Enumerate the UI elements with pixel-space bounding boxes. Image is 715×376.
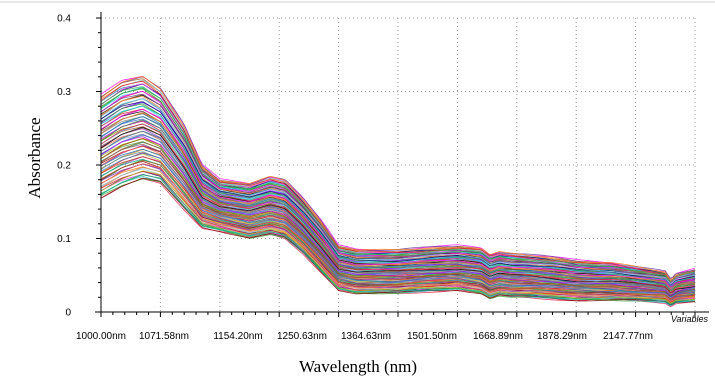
spectrum-line xyxy=(100,98,696,285)
x-axis-ticks: 1000.00nm 1071.58nm 1154.20nm 1250.63nm 1364… xyxy=(76,312,696,342)
x-tick-label: 1668.89nm xyxy=(473,331,523,342)
spectrum-line xyxy=(100,177,696,306)
spectrum-line xyxy=(100,119,696,292)
y-tick-label: 0.3 xyxy=(57,87,71,98)
x-tick-label: 1501.50nm xyxy=(407,331,457,342)
spectrum-line xyxy=(100,86,696,283)
spectrum-line xyxy=(100,160,696,300)
spectrum-line xyxy=(100,152,696,298)
spectrum-line xyxy=(100,167,696,302)
spectrum-line xyxy=(100,161,696,303)
y-axis-title: Absorbance xyxy=(25,117,44,198)
spectrum-line xyxy=(100,146,696,299)
spectrum-line xyxy=(100,136,696,296)
spectrum-line xyxy=(100,81,696,283)
spectrum-line xyxy=(100,138,696,297)
spectrum-line xyxy=(100,143,696,298)
spectrum-line xyxy=(100,105,696,286)
spectrum-line xyxy=(100,178,696,305)
x-tick-label: 1000.00nm xyxy=(76,331,126,342)
x-tick-label: 1878.29nm xyxy=(537,331,587,342)
spectrum-line xyxy=(100,131,696,295)
spectrum-line xyxy=(100,93,696,285)
spectra-series-group xyxy=(100,76,696,308)
spectrum-line xyxy=(100,126,696,294)
y-tick-label: 0.4 xyxy=(57,14,71,25)
x-axis-title: Wavelength (nm) xyxy=(299,357,417,376)
y-tick-label: 0.2 xyxy=(57,161,71,172)
spectrum-line xyxy=(100,148,696,300)
spectrum-line xyxy=(100,76,696,281)
spectrum-line xyxy=(100,113,696,288)
x-axis-corner-label: Variables xyxy=(671,314,709,324)
spectrum-line xyxy=(100,170,696,304)
x-tick-label: 1250.63nm xyxy=(277,331,327,342)
y-tick-label: 0 xyxy=(65,308,71,319)
x-tick-label: 1364.63nm xyxy=(341,331,391,342)
spectrum-line xyxy=(100,116,696,290)
spectrum-line xyxy=(100,174,696,306)
x-tick-label: 1071.58nm xyxy=(139,331,189,342)
spectrum-line xyxy=(100,163,696,302)
spectrum-line xyxy=(100,148,696,298)
y-tick-label: 0.1 xyxy=(57,234,71,245)
spectrum-line xyxy=(100,123,696,294)
spectrum-line xyxy=(100,88,696,284)
x-tick-label: 1154.20nm xyxy=(213,331,262,342)
spectrum-line xyxy=(100,123,696,292)
spectrum-line xyxy=(100,153,696,301)
spectrum-line xyxy=(100,112,696,290)
x-tick-label: 2147.77nm xyxy=(603,331,653,342)
spectrum-line xyxy=(100,109,696,288)
y-axis-ticks: 0 0.1 0.2 0.3 0.4 xyxy=(57,14,101,319)
